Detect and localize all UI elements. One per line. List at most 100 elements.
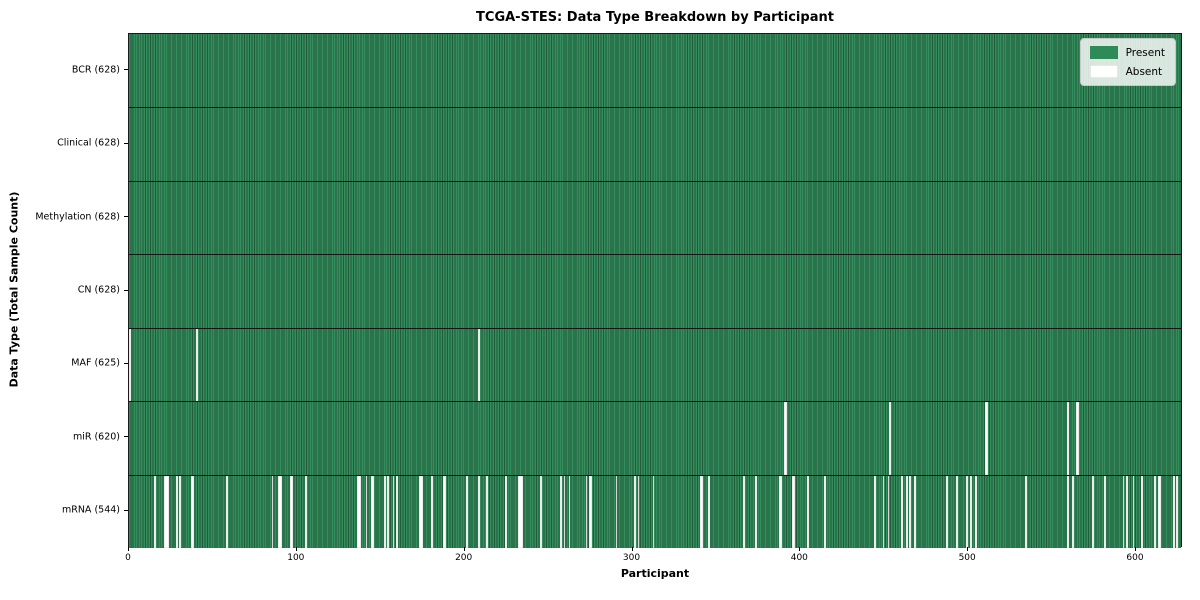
- absent-stripe: [466, 475, 469, 548]
- x-axis-label: Participant: [620, 567, 690, 580]
- absent-stripe: [395, 475, 398, 548]
- xtick-mark: [631, 547, 633, 551]
- absent-stripe: [1132, 475, 1135, 548]
- absent-stripe: [585, 475, 588, 548]
- absent-stripe: [969, 475, 972, 548]
- absent-stripe: [568, 475, 571, 548]
- heatmap-rows: [129, 34, 1181, 548]
- absent-stripe: [974, 475, 977, 548]
- ytick-label-BCR: BCR (628): [71, 64, 120, 76]
- legend-item-present: Present: [1089, 46, 1165, 59]
- absent-stripe: [1176, 475, 1178, 548]
- absent-stripe: [486, 475, 489, 548]
- absent-stripe: [588, 475, 593, 548]
- absent-stripe: [823, 475, 826, 548]
- ytick-label-miR: miR (620): [72, 431, 120, 443]
- absent-stripe: [874, 475, 876, 548]
- ytick-mark: [124, 509, 128, 511]
- ytick-label-MAF: MAF (625): [71, 357, 120, 369]
- heatmap-row-CN: [129, 254, 1181, 328]
- absent-stripe: [478, 475, 480, 548]
- absent-stripe: [271, 475, 274, 548]
- absent-stripe: [384, 475, 386, 548]
- ytick-mark: [124, 436, 128, 438]
- absent-stripe: [129, 328, 131, 402]
- absent-stripe: [807, 475, 809, 548]
- absent-stripe: [478, 328, 480, 402]
- absent-stripe: [365, 475, 368, 548]
- absent-stripe: [1025, 475, 1027, 548]
- heatmap-row-BCR: [129, 34, 1181, 108]
- xtick-label-600: 600: [1126, 553, 1144, 563]
- absent-stripe: [1092, 475, 1095, 548]
- xtick-mark: [128, 547, 129, 551]
- xtick-label-500: 500: [958, 553, 976, 563]
- absent-stripe: [755, 475, 757, 548]
- legend: Present Absent: [1079, 38, 1176, 86]
- absent-stripe: [906, 475, 908, 548]
- present-swatch: [1089, 46, 1118, 59]
- absent-stripe: [196, 328, 198, 402]
- absent-stripe: [778, 475, 782, 548]
- absent-stripe: [1104, 475, 1106, 548]
- absent-stripe: [431, 475, 433, 548]
- absent-stripe: [419, 475, 423, 548]
- absent-stripe: [743, 475, 745, 548]
- absent-stripe: [1157, 475, 1162, 548]
- absent-stripe: [901, 475, 903, 548]
- absent-stripe: [1067, 475, 1069, 548]
- absent-swatch: [1089, 65, 1118, 78]
- absent-stripe: [984, 402, 989, 475]
- absent-stripe: [1067, 402, 1069, 475]
- absent-stripe: [889, 402, 891, 475]
- ytick-label-CN: CN (628): [77, 284, 120, 296]
- absent-stripe: [1075, 402, 1079, 475]
- absent-stripe: [191, 475, 195, 548]
- xtick-mark: [463, 547, 465, 551]
- xtick-label-100: 100: [287, 553, 305, 563]
- ytick-label-mRNA: mRNA (544): [61, 504, 120, 516]
- absent-stripe: [956, 475, 959, 548]
- absent-stripe: [164, 475, 170, 548]
- absent-stripe: [914, 475, 917, 548]
- absent-stripe: [560, 475, 563, 548]
- legend-label-present: Present: [1125, 46, 1165, 59]
- absent-stripe: [278, 475, 282, 548]
- ytick-mark: [124, 289, 128, 291]
- ytick-mark: [124, 216, 128, 218]
- absent-stripe: [357, 475, 361, 548]
- absent-stripe: [226, 475, 229, 548]
- xtick-mark: [967, 547, 969, 551]
- absent-stripe: [882, 475, 885, 548]
- absent-stripe: [652, 475, 655, 548]
- absent-stripe: [615, 475, 618, 548]
- absent-stripe: [634, 475, 636, 548]
- xtick-mark: [295, 547, 297, 551]
- heatmap-row-miR: [129, 401, 1181, 475]
- xtick-label-0: 0: [125, 553, 131, 563]
- absent-stripe: [392, 475, 395, 548]
- absent-stripe: [791, 475, 796, 548]
- absent-stripe: [909, 475, 912, 548]
- ytick-mark: [124, 69, 128, 71]
- heatmap-row-mRNA: [129, 474, 1181, 548]
- absent-stripe: [154, 475, 156, 548]
- xtick-label-300: 300: [622, 553, 641, 563]
- absent-stripe: [563, 475, 566, 548]
- absent-stripe: [708, 475, 710, 548]
- ytick-label-Clinical: Clinical (628): [57, 137, 120, 149]
- ytick-mark: [124, 362, 128, 364]
- absent-stripe: [946, 475, 949, 548]
- absent-stripe: [305, 475, 307, 548]
- absent-stripe: [387, 475, 390, 548]
- legend-label-absent: Absent: [1125, 65, 1163, 78]
- legend-item-absent: Absent: [1089, 65, 1165, 78]
- heatmap-row-MAF: [129, 327, 1181, 402]
- absent-stripe: [966, 475, 969, 548]
- ytick-mark: [124, 142, 128, 144]
- absent-stripe: [290, 475, 294, 548]
- absent-stripe: [1072, 475, 1074, 548]
- xtick-mark: [1135, 547, 1136, 551]
- absent-stripe: [1122, 475, 1125, 548]
